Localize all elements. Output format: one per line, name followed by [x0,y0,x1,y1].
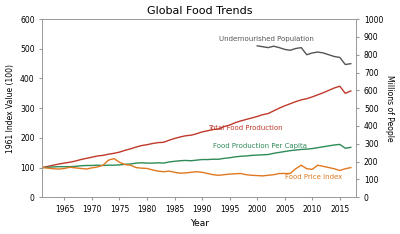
Text: Undernourished Population: Undernourished Population [219,36,314,42]
Title: Global Food Trends: Global Food Trends [146,6,252,15]
Text: Food Production Per Capita: Food Production Per Capita [213,143,307,149]
X-axis label: Year: Year [190,219,209,228]
Y-axis label: Millions of People: Millions of People [386,75,394,142]
Text: Food Price Index: Food Price Index [285,174,342,180]
Text: Total Food Production: Total Food Production [208,125,282,131]
Y-axis label: 1961 Index Value (100): 1961 Index Value (100) [6,64,14,153]
